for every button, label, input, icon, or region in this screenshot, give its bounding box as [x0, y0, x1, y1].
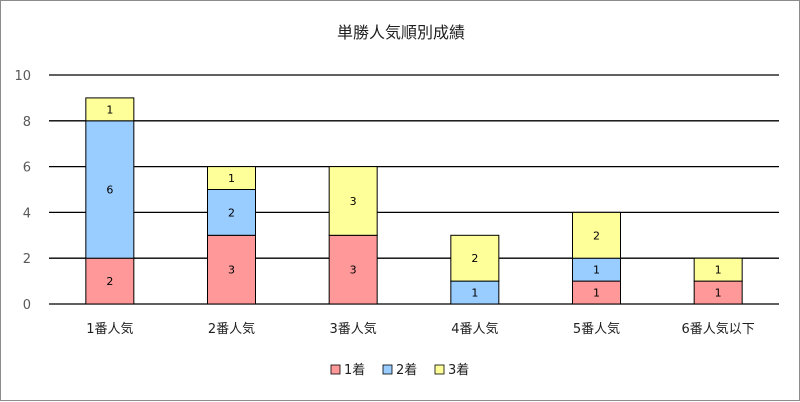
legend-swatch	[434, 364, 445, 375]
chart-title: 単勝人気順別成績	[337, 23, 465, 42]
legend-label: 2着	[396, 362, 417, 378]
y-axis-ticks: 0 2 4 6 8 10	[14, 69, 31, 313]
y-tick-label: 0	[23, 298, 31, 313]
x-tick-label: 5番人気	[573, 321, 620, 337]
y-tick-label: 10	[14, 69, 31, 84]
bar-segment	[85, 97, 135, 122]
data-label: 3	[350, 195, 357, 208]
data-label: 2	[106, 275, 113, 288]
data-label: 1	[228, 172, 235, 185]
legend: 1着 2着 3着	[330, 362, 469, 378]
bar-segment	[450, 234, 500, 282]
data-label: 3	[350, 264, 357, 277]
data-label: 1	[715, 287, 722, 300]
x-tick-label: 1番人気	[86, 321, 133, 337]
data-label: 1	[106, 103, 113, 116]
data-label: 2	[593, 229, 600, 242]
bars: 2 6 1 3 2 1 3 3 1 2 1 1 2 1 1	[85, 97, 743, 305]
bar-segment	[85, 257, 135, 305]
y-tick-label: 2	[23, 252, 31, 267]
legend-label: 1着	[344, 362, 365, 378]
legend-swatch	[330, 364, 341, 375]
data-label: 3	[228, 264, 235, 277]
data-label: 1	[715, 264, 722, 277]
y-tick-label: 8	[23, 115, 31, 130]
data-label: 2	[228, 206, 235, 219]
bar-segment	[328, 234, 378, 305]
bar-segment	[572, 211, 621, 259]
x-tick-label: 2番人気	[208, 321, 255, 337]
data-label: 2	[471, 252, 478, 265]
bar-segment	[693, 257, 743, 282]
x-tick-label: 6番人気以下	[682, 321, 755, 337]
legend-swatch	[382, 364, 393, 375]
bar-segment	[85, 120, 135, 259]
bar-segment	[207, 166, 256, 191]
data-label: 1	[593, 264, 600, 277]
data-label: 1	[471, 287, 478, 300]
y-tick-label: 4	[23, 206, 31, 221]
data-label: 6	[106, 184, 113, 197]
bar-segment	[328, 166, 378, 236]
y-tick-label: 6	[23, 161, 31, 176]
gridlines	[49, 74, 779, 305]
legend-label: 3着	[448, 362, 469, 378]
x-tick-label: 4番人気	[451, 321, 498, 337]
x-tick-label: 3番人気	[330, 321, 377, 337]
bar-segment	[207, 189, 256, 236]
data-label: 1	[593, 287, 600, 300]
x-axis-ticks: 1番人気 2番人気 3番人気 4番人気 5番人気 6番人気以下	[86, 321, 755, 337]
